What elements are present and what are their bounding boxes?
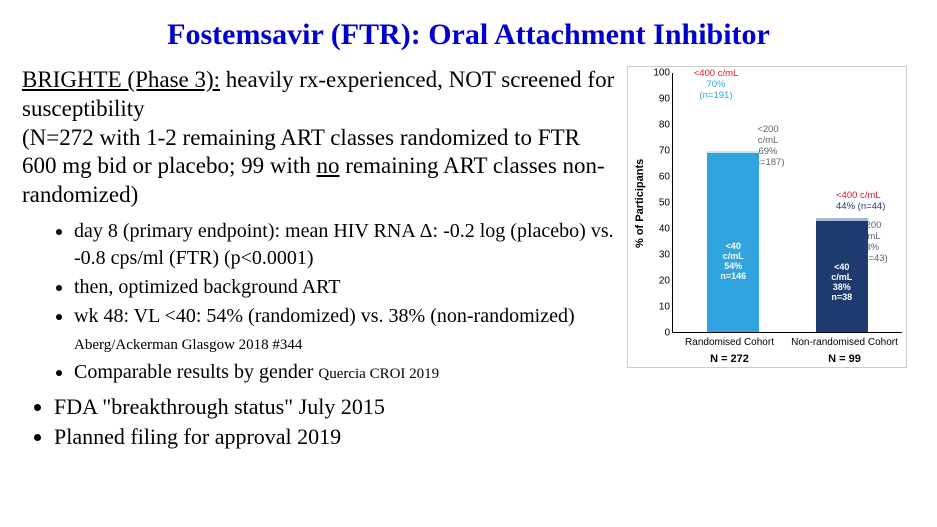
bullet-obt: then, optimized background ART	[74, 274, 617, 301]
ytick: 30	[659, 250, 670, 261]
xlabel-nrc: Non-randomised Cohort	[787, 337, 902, 349]
content-area: BRIGHTE (Phase 3): heavily rx-experience…	[0, 66, 937, 453]
bullet-fda: FDA "breakthrough status" July 2015	[54, 392, 617, 422]
citation-glasgow: Aberg/Ackerman Glasgow 2018 #344	[74, 337, 302, 353]
ytick: 100	[653, 68, 670, 79]
ytick: 70	[659, 146, 670, 157]
bar-segment	[707, 153, 759, 192]
underline-no: no	[317, 153, 340, 178]
bar-rc-stack: <40c/mL54%n=146	[707, 151, 759, 332]
bullet-wk48: wk 48: VL <40: 54% (randomized) vs. 38% …	[74, 303, 617, 357]
sub-bullets: day 8 (primary endpoint): mean HIV RNA Δ…	[22, 218, 617, 386]
bar-segment: <40c/mL38%n=38	[816, 234, 868, 332]
bullet-gender-text: Comparable results by gender	[74, 361, 313, 383]
main-bullets: FDA "breakthrough status" July 2015 Plan…	[22, 392, 617, 452]
bar-nonrandomised: <40c/mL38%n=38	[812, 73, 872, 332]
citation-croi: Quercia CROI 2019	[318, 366, 439, 382]
bullet-filing: Planned filing for approval 2019	[54, 422, 617, 452]
bar-randomised: <40c/mL54%n=146	[703, 73, 763, 332]
chart-column: % of Participants 0 10 20 30 40 50 60 70 80 90 100…	[627, 66, 907, 453]
bar-segment: <40c/mL54%n=146	[707, 192, 759, 332]
xlabel-rc: Randomised Cohort	[672, 337, 787, 349]
n-nrc: N = 99	[787, 353, 902, 365]
bar-segment	[816, 221, 868, 234]
ytick: 0	[664, 328, 670, 339]
ytick: 50	[659, 198, 670, 209]
ytick: 40	[659, 224, 670, 235]
ytick: 80	[659, 120, 670, 131]
main-paragraph: BRIGHTE (Phase 3): heavily rx-experience…	[22, 66, 617, 210]
bar-nrc-stack: <40c/mL38%n=38	[816, 218, 868, 332]
y-axis: 0102030405060708090100	[648, 73, 672, 333]
bullet-day8: day 8 (primary endpoint): mean HIV RNA Δ…	[74, 218, 617, 272]
ytick: 60	[659, 172, 670, 183]
x-axis: Randomised Cohort Non-randomised Cohort	[672, 337, 902, 349]
bullet-wk48-text: wk 48: VL <40: 54% (randomized) vs. 38% …	[74, 305, 575, 327]
slide-title: Fostemsavir (FTR): Oral Attachment Inhib…	[0, 0, 937, 66]
plot-area: <400 c/mL70%(n=191) <200c/mL69%(n=187) <…	[672, 73, 902, 333]
ytick: 90	[659, 94, 670, 105]
ytick: 10	[659, 302, 670, 313]
n-captions: N = 272 N = 99	[672, 353, 902, 365]
chart-body: % of Participants 0102030405060708090100…	[632, 73, 902, 333]
text-column: BRIGHTE (Phase 3): heavily rx-experience…	[22, 66, 617, 453]
y-axis-label: % of Participants	[632, 73, 648, 333]
bullet-gender: Comparable results by gender Quercia CRO…	[74, 359, 617, 386]
n-rc: N = 272	[672, 353, 787, 365]
bar-chart: % of Participants 0 10 20 30 40 50 60 70 80 90 100…	[627, 66, 907, 368]
study-name: BRIGHTE (Phase 3):	[22, 67, 220, 92]
ytick: 20	[659, 276, 670, 287]
